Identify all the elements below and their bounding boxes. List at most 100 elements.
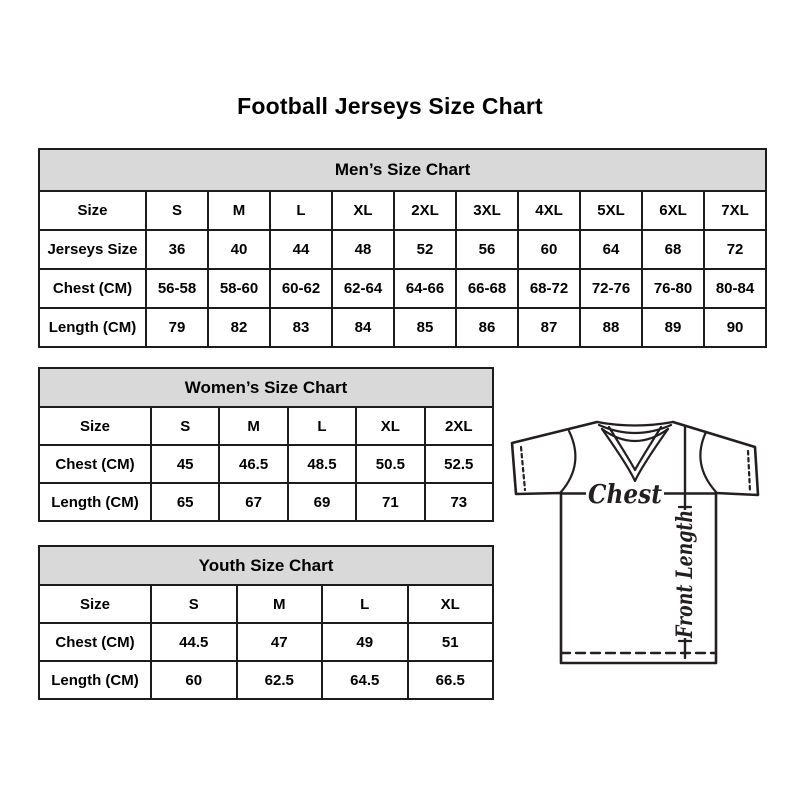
left-cuff-dashed-line bbox=[519, 445, 527, 492]
table-cell: 65 bbox=[149, 482, 221, 522]
row-label: Size bbox=[38, 190, 147, 231]
jersey-diagram-icon: Chest Front Length bbox=[510, 420, 760, 665]
chest-label-bg bbox=[586, 483, 664, 507]
table-cell: 64 bbox=[579, 229, 643, 270]
table-cell: S bbox=[150, 584, 238, 624]
table-cell: 82 bbox=[207, 307, 271, 348]
table-cell: 4XL bbox=[517, 190, 581, 231]
table-cell: 85 bbox=[393, 307, 457, 348]
table-cell: 49 bbox=[321, 622, 409, 662]
row-label: Chest (CM) bbox=[38, 444, 152, 484]
table-cell: S bbox=[149, 406, 221, 446]
left-armhole-seam bbox=[559, 429, 577, 494]
table-cell: 64-66 bbox=[393, 268, 457, 309]
table-cell: 83 bbox=[269, 307, 333, 348]
collar-outer-v bbox=[600, 427, 670, 483]
right-armhole-seam bbox=[699, 430, 718, 494]
table-cell: 56-58 bbox=[145, 268, 209, 309]
table-header-row: Youth Size Chart bbox=[37, 545, 495, 586]
row-label: Length (CM) bbox=[38, 307, 147, 348]
table-cell: 86 bbox=[455, 307, 519, 348]
table-cell: 48.5 bbox=[286, 444, 358, 484]
table-cell: L bbox=[286, 406, 358, 446]
table-cell: 71 bbox=[355, 482, 426, 522]
table-cell: 6XL bbox=[641, 190, 705, 231]
page-title: Football Jerseys Size Chart bbox=[237, 93, 543, 119]
row-label: Size bbox=[38, 406, 152, 446]
row-label: Jerseys Size bbox=[38, 229, 147, 270]
table-cell: 44.5 bbox=[150, 622, 238, 662]
table-cell: 60 bbox=[150, 660, 238, 700]
front-length-label-bg bbox=[673, 510, 697, 638]
table-cell: 48 bbox=[331, 229, 395, 270]
table-cell: S bbox=[145, 190, 209, 231]
table-cell: 69 bbox=[286, 482, 358, 522]
table-cell: 72 bbox=[702, 229, 768, 270]
row-label: Size bbox=[38, 584, 152, 624]
table-cell: 2XL bbox=[393, 190, 457, 231]
table-cell: M bbox=[218, 406, 289, 446]
collar-inner-v bbox=[607, 425, 663, 472]
youth-table-title: Youth Size Chart bbox=[37, 545, 495, 586]
table-cell: L bbox=[269, 190, 333, 231]
table-row: Chest (CM) 45 46.5 48.5 50.5 52.5 bbox=[38, 444, 495, 484]
table-row: Chest (CM) 56-58 58-60 60-62 62-64 64-66 66-68… bbox=[38, 268, 768, 309]
row-label: Chest (CM) bbox=[38, 268, 147, 309]
table-cell: 68 bbox=[641, 229, 705, 270]
table-cell: 90 bbox=[702, 307, 768, 348]
table-cell: 64.5 bbox=[321, 660, 409, 700]
table-cell: M bbox=[235, 584, 323, 624]
table-row: Length (CM) 65 67 69 71 73 bbox=[38, 482, 495, 522]
collar-band-arc-2 bbox=[600, 427, 670, 442]
table-cell: 5XL bbox=[579, 190, 643, 231]
table-cell: 62-64 bbox=[331, 268, 395, 309]
table-cell: 62.5 bbox=[235, 660, 323, 700]
table-cell: M bbox=[207, 190, 271, 231]
table-row: Size S M L XL 2XL 3XL 4XL 5XL 6XL 7XL bbox=[38, 190, 768, 231]
table-cell: 36 bbox=[145, 229, 209, 270]
row-label: Length (CM) bbox=[38, 482, 152, 522]
row-label: Chest (CM) bbox=[38, 622, 152, 662]
table-cell: 88 bbox=[579, 307, 643, 348]
table-row: Jerseys Size 36 40 44 48 52 56 60 64 68 72 bbox=[38, 229, 768, 270]
womens-table-title: Women’s Size Chart bbox=[38, 367, 494, 408]
table-cell: 2XL bbox=[423, 406, 495, 446]
table-cell: 47 bbox=[235, 622, 323, 662]
table-row: Size S M L XL bbox=[38, 584, 495, 624]
table-cell: 66.5 bbox=[406, 660, 495, 700]
table-cell: 76-80 bbox=[641, 268, 705, 309]
table-cell: 73 bbox=[423, 482, 495, 522]
table-row: Size S M L XL 2XL bbox=[38, 406, 495, 446]
front-length-label: Front Length bbox=[672, 510, 698, 639]
table-cell: 58-60 bbox=[207, 268, 271, 309]
table-cell: 89 bbox=[641, 307, 705, 348]
youth-size-table: Youth Size Chart Size S M L XL Chest (CM) 44.5… bbox=[37, 545, 495, 700]
table-cell: 66-68 bbox=[455, 268, 519, 309]
table-cell: 45 bbox=[149, 444, 221, 484]
row-label: Length (CM) bbox=[38, 660, 152, 700]
table-header-row: Men’s Size Chart bbox=[37, 148, 768, 192]
mens-size-table: Men’s Size Chart Size S M L XL 2XL 3XL 4XL 5XL 6X… bbox=[37, 148, 768, 348]
table-cell: 52.5 bbox=[423, 444, 495, 484]
table-cell: 67 bbox=[218, 482, 289, 522]
table-cell: 44 bbox=[269, 229, 333, 270]
table-row: Length (CM) 60 62.5 64.5 66.5 bbox=[38, 660, 495, 700]
collar-band-arc-1 bbox=[597, 423, 673, 435]
table-cell: XL bbox=[355, 406, 426, 446]
table-cell: 87 bbox=[517, 307, 581, 348]
table-cell: 7XL bbox=[702, 190, 768, 231]
table-cell: XL bbox=[406, 584, 495, 624]
table-cell: 68-72 bbox=[517, 268, 581, 309]
table-cell: 84 bbox=[331, 307, 395, 348]
right-cuff-dashed-line bbox=[746, 449, 752, 493]
table-cell: 40 bbox=[207, 229, 271, 270]
table-row: Length (CM) 79 82 83 84 85 86 87 88 89 90 bbox=[38, 307, 768, 348]
mens-table-title: Men’s Size Chart bbox=[37, 148, 768, 192]
table-cell: 72-76 bbox=[579, 268, 643, 309]
table-cell: 80-84 bbox=[702, 268, 768, 309]
jersey-outline bbox=[510, 420, 760, 665]
table-header-row: Women’s Size Chart bbox=[38, 367, 494, 408]
table-row: Chest (CM) 44.5 47 49 51 bbox=[38, 622, 495, 662]
jersey-measurement-diagram: Chest Front Length bbox=[490, 400, 780, 680]
